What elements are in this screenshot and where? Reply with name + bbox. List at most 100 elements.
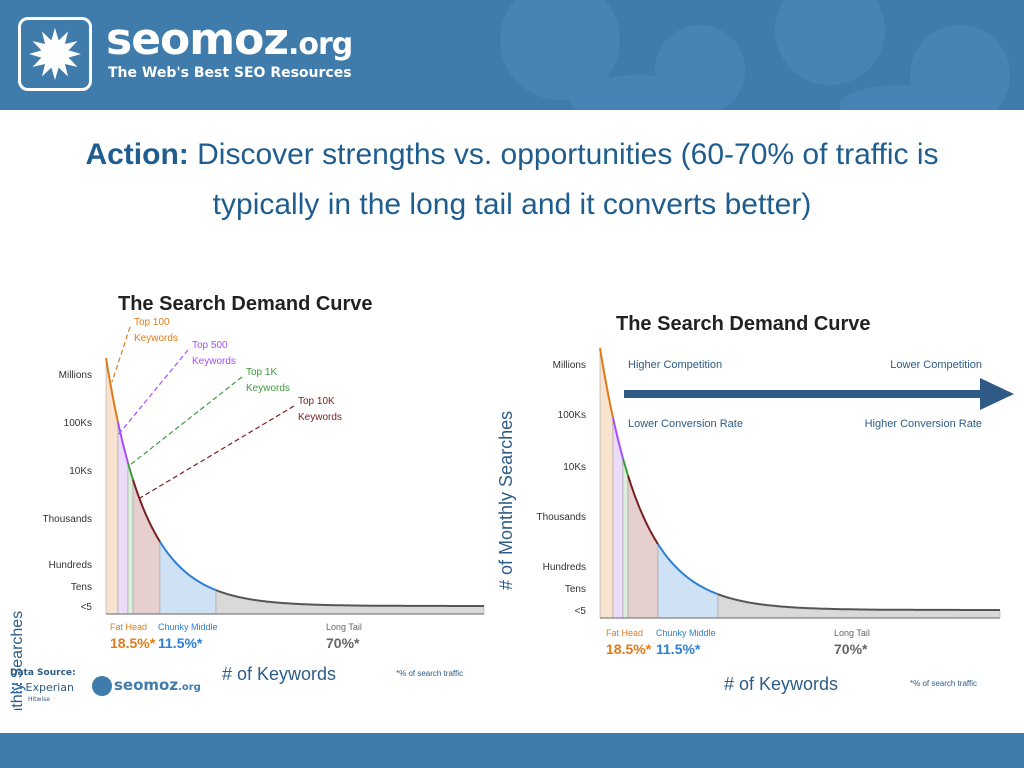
y-tick-label: 100Ks (64, 418, 92, 429)
data-source-label: Data Source: (10, 668, 76, 678)
lower-conversion-label: Lower Conversion Rate (628, 418, 743, 430)
segment-share: 11.5%* (656, 641, 701, 657)
star-burst-icon (29, 28, 81, 80)
headline-line-1: Action: Discover strengths vs. opportuni… (0, 130, 1024, 180)
top-500-fill (612, 417, 624, 619)
top-1k-fill (127, 462, 134, 615)
chunky-middle-fill (657, 543, 719, 619)
segment-name: Chunky Middle (656, 628, 716, 638)
curve-top-100 (105, 357, 119, 423)
y-tick-label: Thousands (43, 514, 92, 525)
headline-keyword: Action: (85, 138, 189, 171)
callout-top-10k-label: Keywords (298, 412, 342, 423)
y-ticks: Millions 100Ks 10Ks Thousands Hundreds Tens <5 (43, 370, 93, 613)
headline-line-2: typically in the long tail and it conver… (212, 188, 812, 221)
curve-top-500 (612, 417, 624, 459)
brand-tagline: The Web's Best SEO Resources (108, 65, 352, 81)
callout-top-1k-label: Top 1K (246, 367, 277, 378)
chart-title: The Search Demand Curve (118, 293, 373, 315)
curve-chunky-middle (159, 541, 217, 592)
segment-share: 70%* (834, 641, 868, 657)
curve-long-tail (717, 593, 1000, 611)
y-axis-label: # of Monthly Searches (496, 411, 516, 590)
demand-curve (599, 347, 1000, 619)
segment-name: Chunky Middle (158, 622, 218, 632)
keyword-callouts: Top 100 Keywords Top 500 Keywords Top 1K Keyw… (111, 317, 342, 499)
top-500-fill (117, 422, 129, 615)
footer-bar (0, 733, 1024, 768)
chart-title: The Search Demand Curve (616, 313, 871, 335)
logo-badge[interactable] (18, 17, 92, 91)
callout-top-1k-line (129, 376, 243, 466)
y-tick-label: <5 (81, 602, 93, 613)
y-tick-label: Thousands (537, 512, 586, 523)
callout-top-1k-label: Keywords (246, 383, 290, 394)
segment-share: 18.5%* (606, 641, 652, 657)
y-tick-label: Millions (59, 370, 92, 381)
slide-headline: Action: Discover strengths vs. opportuni… (0, 130, 1024, 230)
experian-icon (12, 683, 22, 693)
curve-long-tail (215, 589, 484, 607)
footnote: *% of search traffic (396, 669, 463, 678)
y-tick-label: <5 (575, 606, 587, 617)
callout-top-500-label: Top 500 (192, 340, 228, 351)
x-axis-label: # of Keywords (724, 674, 838, 694)
search-demand-chart-right: The Search Demand Curve # of Monthly Sea… (496, 313, 1014, 694)
segment-share: 18.5%* (110, 635, 156, 651)
segment-name: Fat Head (606, 628, 643, 638)
headline-text-1: Discover strengths vs. opportunities (60… (197, 138, 939, 171)
segment-name: Long Tail (326, 622, 362, 632)
curve-top-1k (127, 462, 134, 480)
competition-arrow (624, 378, 1014, 410)
top-10k-fill (627, 475, 659, 619)
search-demand-chart-left: The Search Demand Curve # of Monthly Sea… (9, 293, 485, 710)
callout-top-100-label: Top 100 (134, 317, 170, 328)
lower-competition-label: Lower Competition (890, 359, 982, 371)
curve-top-500 (117, 422, 129, 464)
curve-top-1k (622, 458, 629, 476)
curve-top-10k (132, 479, 161, 543)
experian-logo: Experian (12, 681, 74, 694)
callout-top-500-line (117, 349, 189, 436)
long-tail-fill (215, 589, 485, 615)
demand-curve (105, 357, 484, 615)
hitwise-name: Hitwise (28, 696, 50, 703)
small-logo-word: seomoz.org (114, 676, 201, 694)
seomoz-small-logo: seomoz.org (92, 674, 201, 698)
y-tick-label: Hundreds (49, 560, 92, 571)
footnote: *% of search traffic (910, 679, 977, 688)
segment-name: Fat Head (110, 622, 147, 632)
y-axis-label: # of Monthly Searches (9, 611, 26, 710)
brand-tld: .org (287, 27, 353, 62)
y-tick-label: 10Ks (563, 462, 586, 473)
arrow-head (980, 378, 1014, 410)
header-pattern (500, 0, 1010, 110)
curve-top-10k (627, 475, 659, 545)
y-ticks: Millions 100Ks 10Ks Thousands Hundreds Tens <5 (537, 360, 587, 617)
y-tick-label: Millions (553, 360, 586, 371)
segment-labels: Fat Head 18.5%* Chunky Middle 11.5%* Long Ta… (606, 628, 870, 657)
y-tick-label: Tens (565, 584, 586, 595)
higher-competition-label: Higher Competition (628, 359, 722, 371)
callout-top-10k-label: Top 10K (298, 396, 335, 407)
brand-wordmark[interactable]: seomoz.org (106, 18, 353, 62)
area-fills (599, 347, 1001, 619)
top-10k-fill (132, 479, 161, 615)
header-bar: seomoz.org The Web's Best SEO Resources (0, 0, 1024, 110)
top-1k-fill (622, 458, 629, 619)
y-tick-label: Hundreds (543, 562, 586, 573)
curve-chunky-middle (657, 543, 719, 596)
callout-top-500-label: Keywords (192, 356, 236, 367)
arrow-shaft (624, 390, 984, 398)
long-tail-fill (717, 593, 1001, 619)
segment-labels: Fat Head 18.5%*Chunky Middle 11.5%* Long Ta… (110, 622, 362, 651)
small-logo-icon (92, 676, 112, 696)
callout-top-100-line (111, 326, 131, 383)
segment-share: 11.5%* (158, 635, 203, 651)
brand-main: seomoz (106, 14, 289, 65)
curve-top-100 (599, 347, 614, 418)
y-tick-label: Tens (71, 582, 92, 593)
segment-name: Long Tail (834, 628, 870, 638)
y-tick-label: 100Ks (558, 410, 586, 421)
footnote-text: *% of search traffic (396, 669, 463, 678)
